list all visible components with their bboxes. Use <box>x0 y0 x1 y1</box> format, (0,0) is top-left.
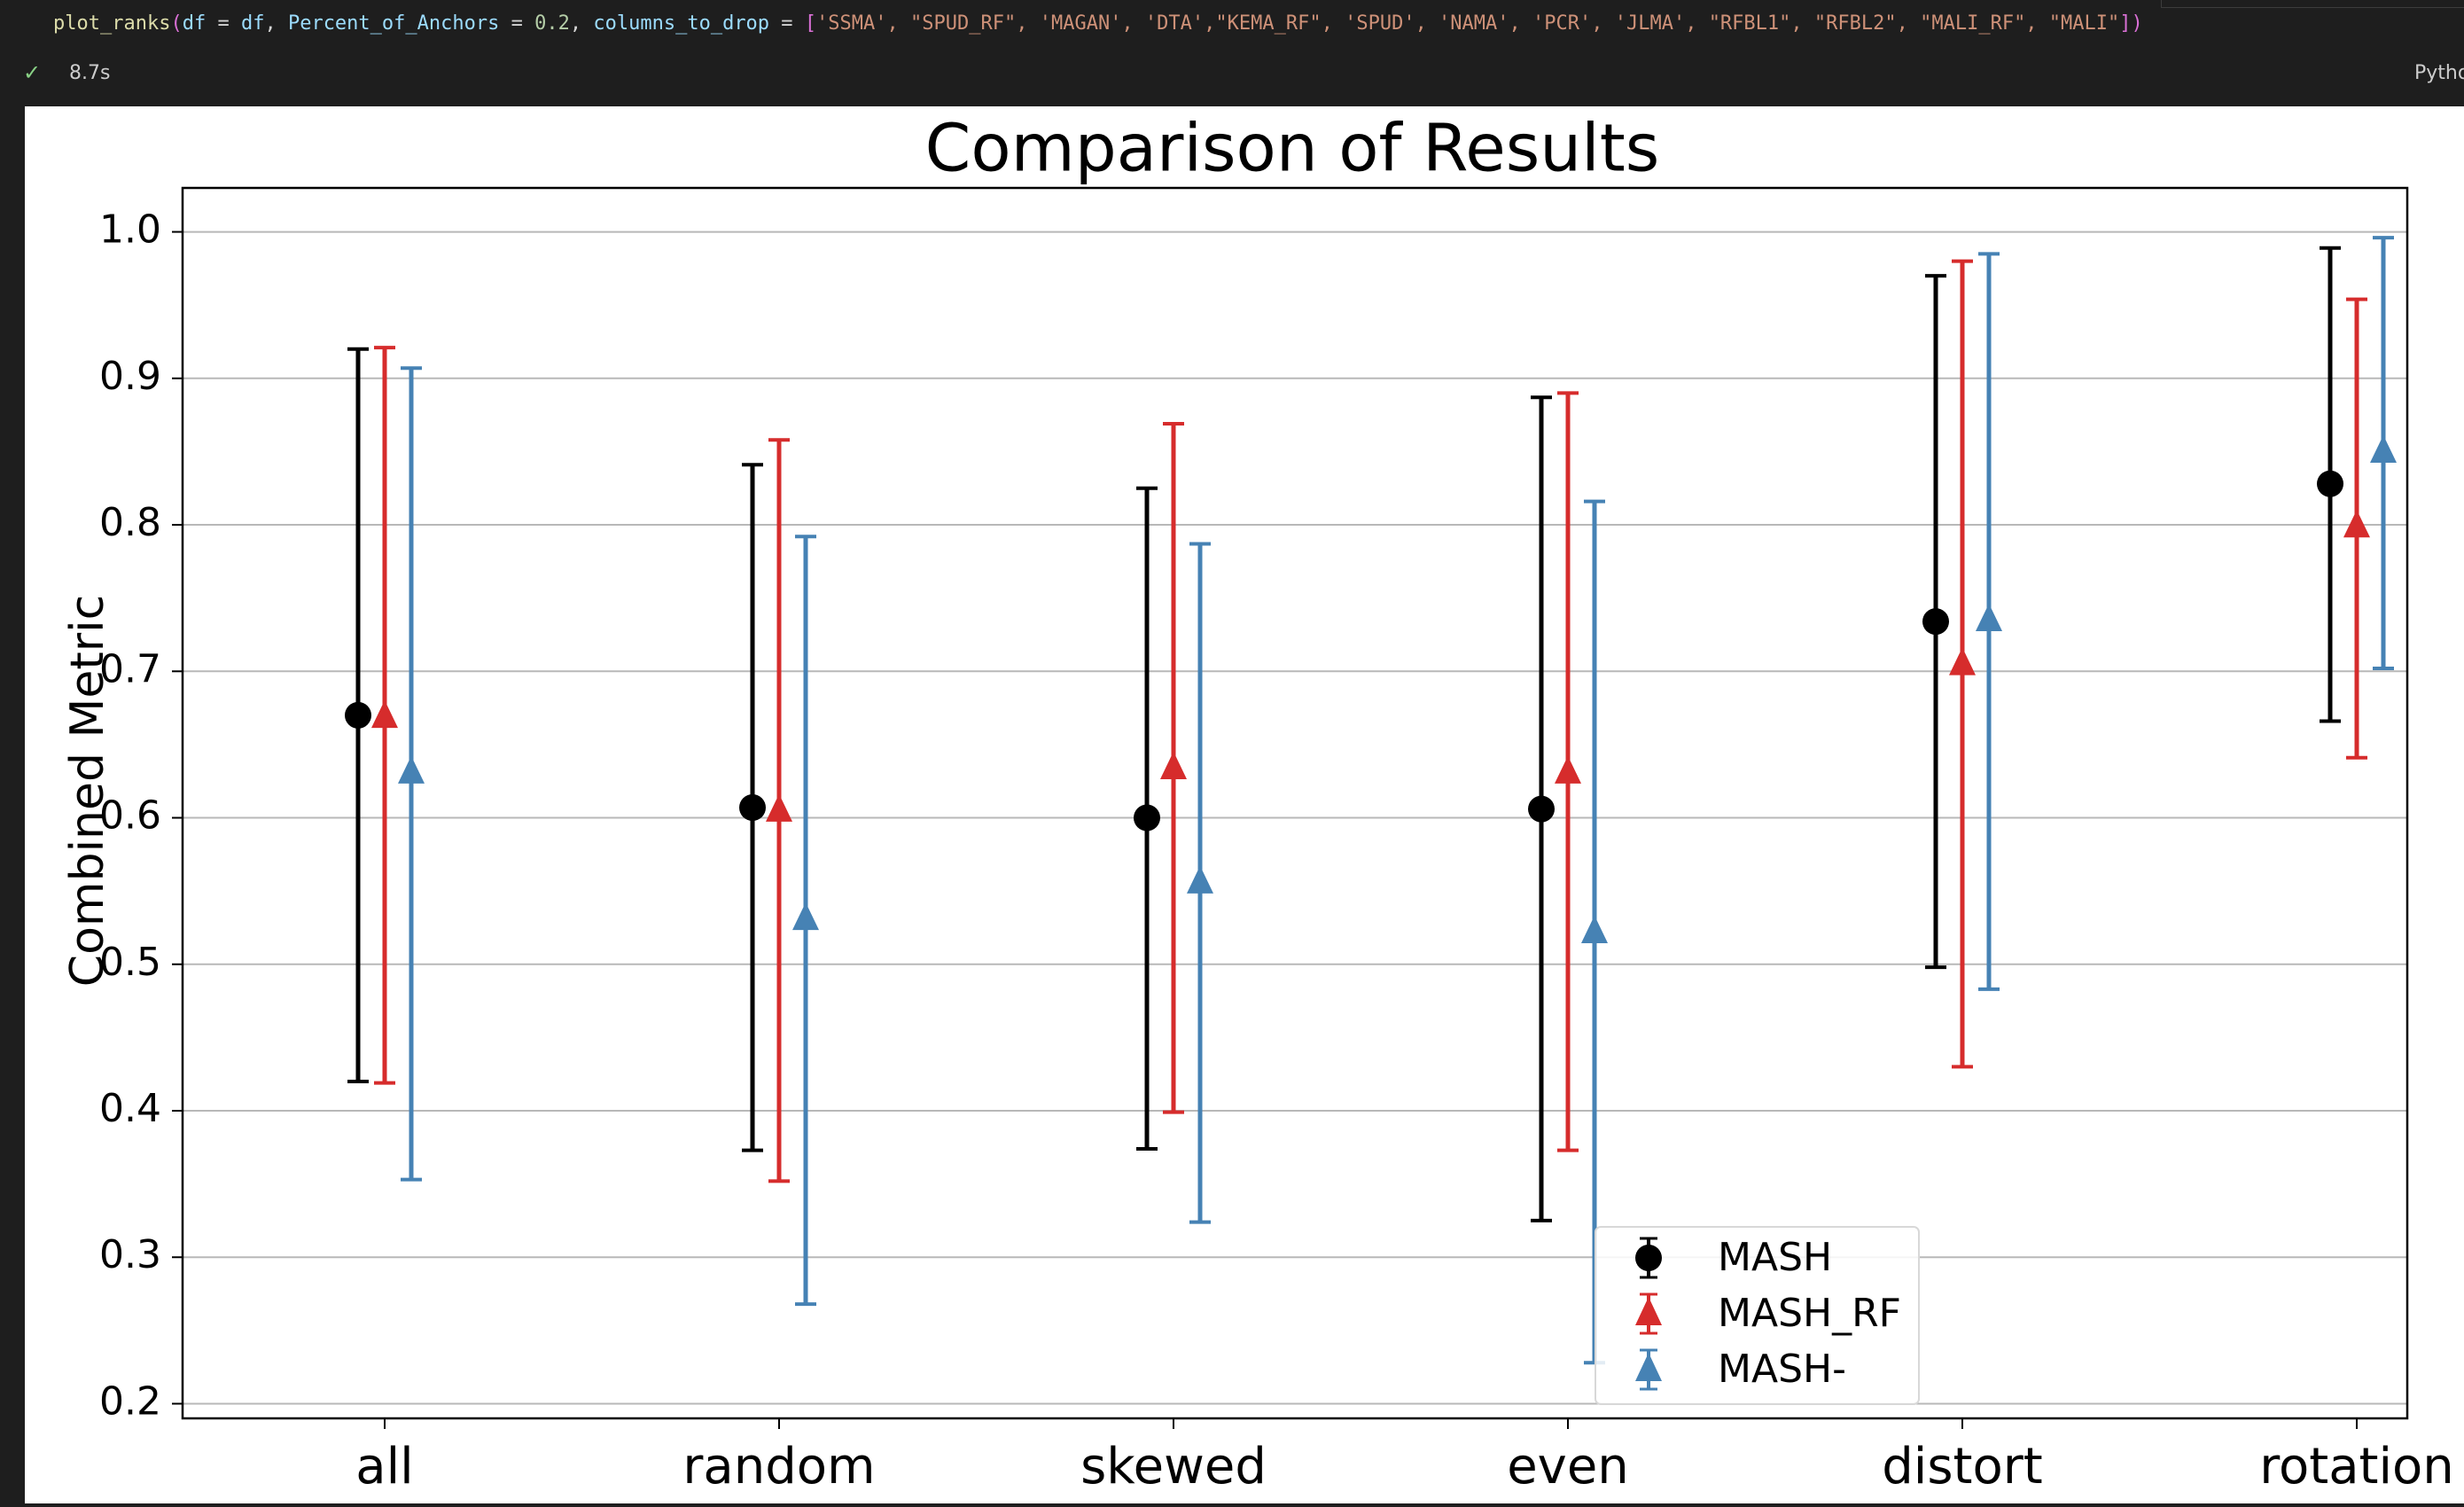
code-separator: , <box>264 12 288 35</box>
y-tick-label: 0.3 <box>99 1232 161 1277</box>
legend-label: MASH_RF <box>1718 1291 1901 1336</box>
y-tick-label: 0.7 <box>99 646 161 691</box>
x-tick-label: all <box>355 1438 413 1495</box>
data-point-circle <box>1134 804 1160 832</box>
data-point-triangle <box>1555 755 1581 784</box>
y-tick-label: 0.6 <box>99 793 161 839</box>
y-tick-label: 0.2 <box>99 1378 161 1424</box>
data-point-triangle <box>2343 510 2370 538</box>
y-tick-label: 0.5 <box>99 940 161 985</box>
code-arg-name: columns_to_drop <box>593 12 770 35</box>
data-point-triangle <box>398 755 425 784</box>
data-point-triangle <box>2370 434 2397 464</box>
data-point-circle <box>1922 608 1949 636</box>
cell-output: 0.2 0.3 0.4 0.5 0.6 0.7 0.8 0.9 1.0 all random skew… <box>25 106 2464 1503</box>
x-tick-label: skewed <box>1080 1438 1267 1495</box>
data-point-circle <box>739 793 766 821</box>
x-tick-label: even <box>1507 1438 1629 1495</box>
data-point-triangle <box>792 902 819 931</box>
data-point-triangle <box>1160 751 1187 779</box>
cell-status-bar <box>0 55 2464 94</box>
data-point-triangle <box>766 793 792 822</box>
code-equals: = <box>769 12 805 35</box>
data-point-circle <box>345 701 371 729</box>
errorbar-chart: 0.2 0.3 0.4 0.5 0.6 0.7 0.8 0.9 1.0 all random skew… <box>61 111 2454 1496</box>
data-point-triangle <box>1187 865 1213 894</box>
code-paren-close: ) <box>2131 12 2143 35</box>
cell-toolbar[interactable] <box>2161 0 2464 8</box>
code-arg-name: df <box>182 12 207 35</box>
kernel-language[interactable]: Python <box>2414 62 2464 84</box>
y-tick-label: 0.9 <box>99 354 161 399</box>
legend-label: MASH <box>1718 1235 1832 1280</box>
y-tick-label: 0.4 <box>99 1086 161 1131</box>
data-point-triangle <box>371 699 398 729</box>
code-line[interactable]: plot_ranks(df = df, Percent_of_Anchors =… <box>53 12 2143 35</box>
code-arg-name: Percent_of_Anchors <box>287 12 500 35</box>
code-equals: = <box>499 12 535 35</box>
code-equals: = <box>206 12 241 35</box>
code-number: 0.2 <box>534 12 570 35</box>
y-tick-label: 0.8 <box>99 500 161 545</box>
data-point-circle <box>2317 470 2343 497</box>
data-point-triangle <box>1949 647 1976 675</box>
y-tick-label: 1.0 <box>99 207 161 253</box>
code-paren-open: ( <box>170 12 183 35</box>
chart-legend <box>1595 1226 1920 1405</box>
execution-time: 8.7s <box>69 62 111 84</box>
legend-marker-circle <box>1635 1245 1662 1271</box>
plot-frame <box>181 186 2409 1420</box>
code-function-name: plot_ranks <box>53 12 171 35</box>
x-tick-label: random <box>682 1438 875 1495</box>
code-separator: , <box>569 12 594 35</box>
y-axis-label: Combined Metric <box>61 595 114 987</box>
check-icon: ✓ <box>23 60 42 85</box>
legend-marker-triangle <box>1635 1297 1662 1325</box>
code-string-list: 'SSMA', "SPUD_RF", 'MAGAN', 'DTA',"KEMA_… <box>816 12 2120 35</box>
legend-label: MASH- <box>1718 1347 1846 1392</box>
legend-marker-triangle <box>1635 1353 1662 1381</box>
code-bracket-close: ] <box>2119 12 2132 35</box>
code-bracket-open: [ <box>804 12 817 35</box>
code-editor[interactable]: plot_ranks(df = df, Percent_of_Anchors =… <box>0 0 2464 55</box>
data-point-triangle <box>1976 603 2002 632</box>
x-tick-label: rotation <box>2259 1438 2454 1495</box>
data-point-circle <box>1528 795 1555 823</box>
code-arg-value: df <box>240 12 265 35</box>
chart-title: Comparison of Results <box>925 111 1660 187</box>
x-tick-label: distort <box>1882 1438 2042 1495</box>
data-point-triangle <box>1581 915 1608 944</box>
